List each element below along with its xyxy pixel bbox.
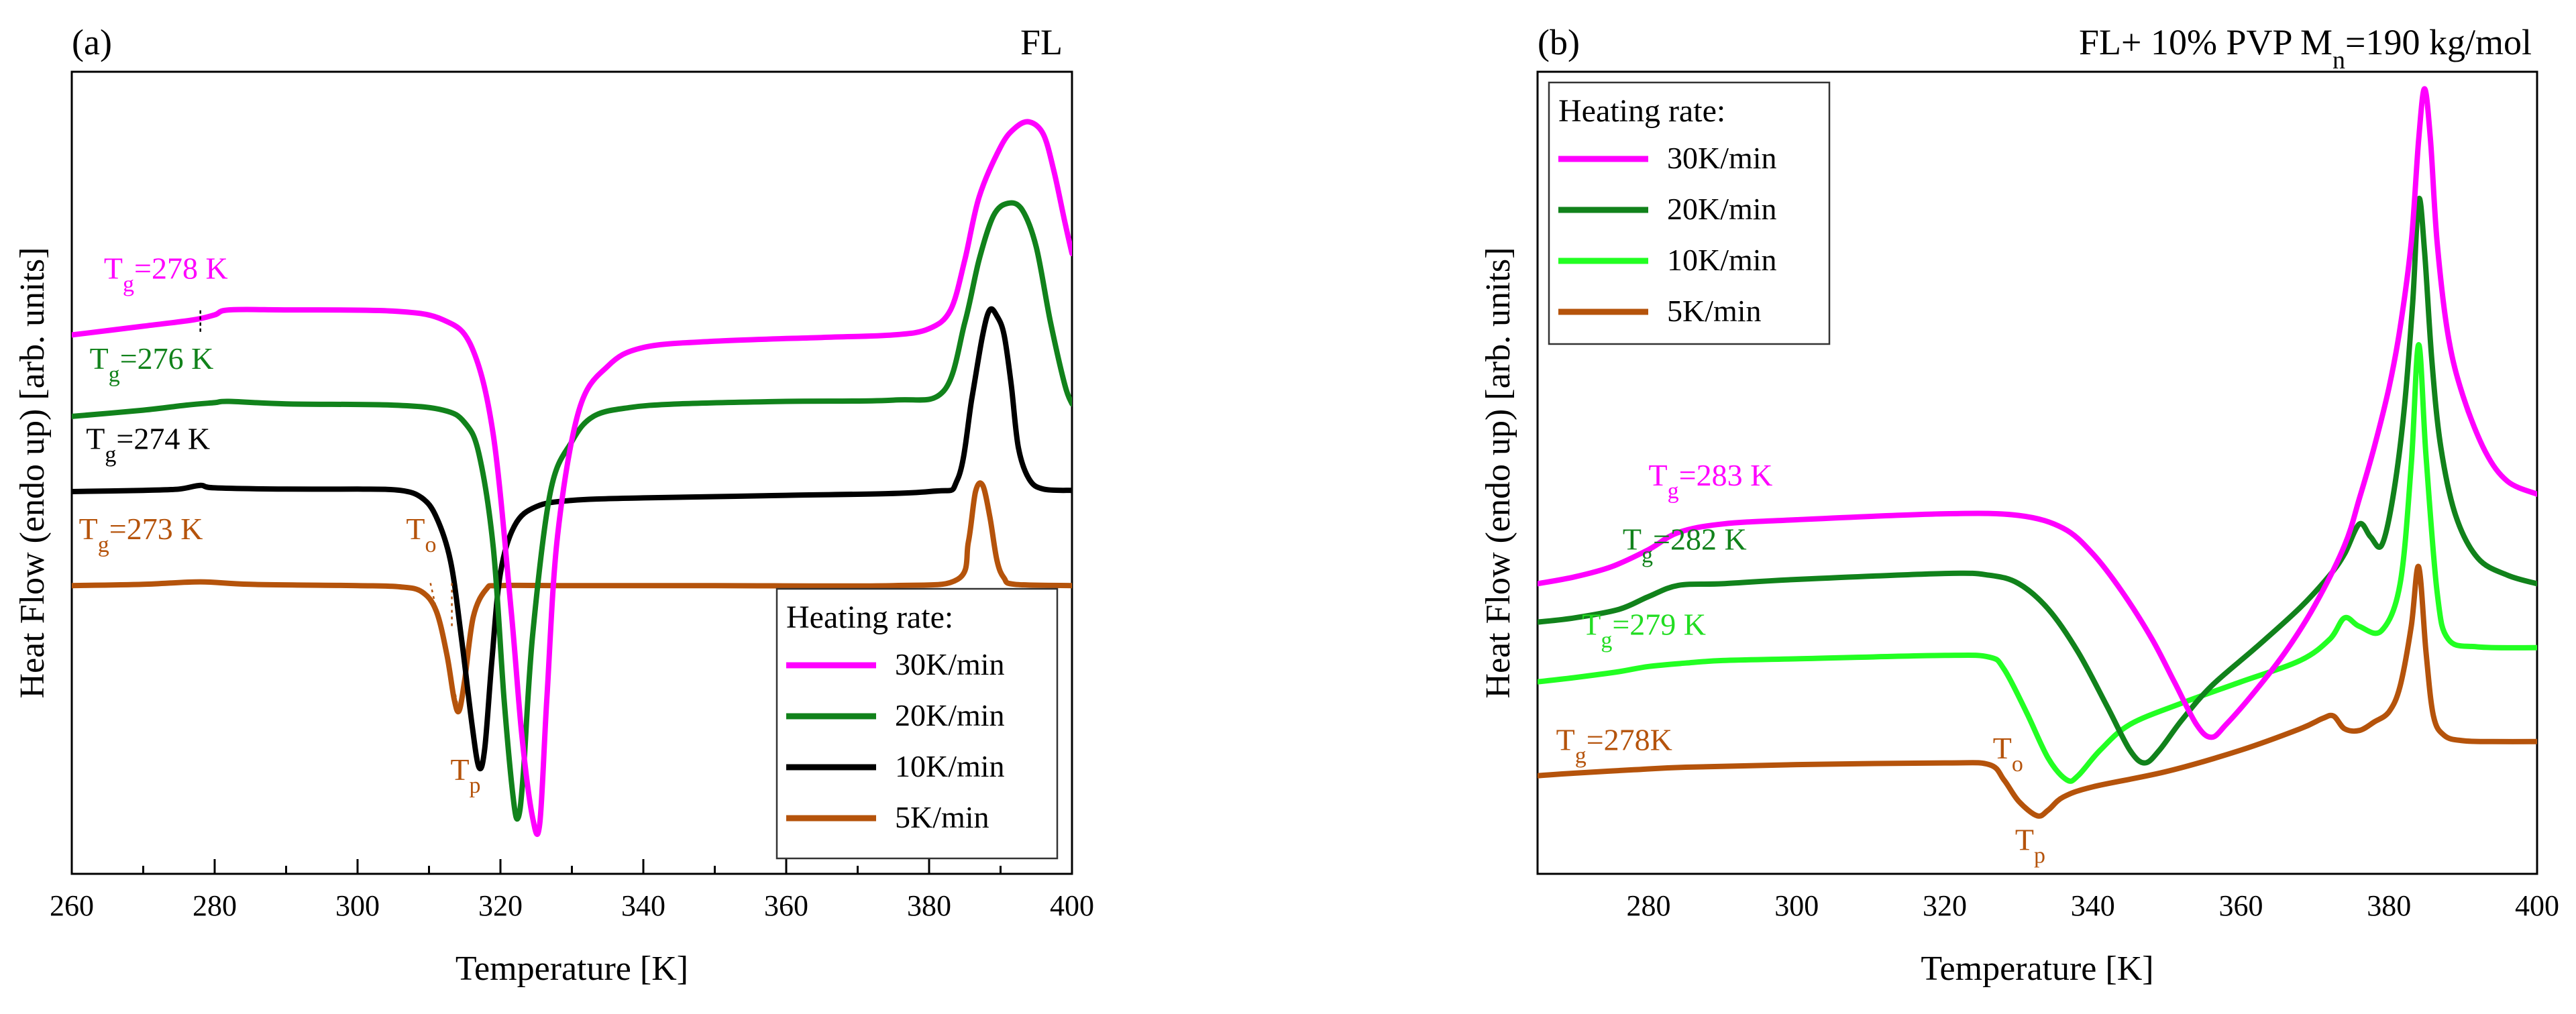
panel-label: (b) — [1538, 22, 1580, 62]
legend-entry: 30K/min — [895, 647, 1005, 681]
series-20k-min — [72, 200, 1072, 822]
legend: Heating rate: 30K/min 20K/min 10K/min 5K/min — [775, 587, 1059, 860]
legend-entry: 30K/min — [1667, 141, 1777, 175]
panel-label: (a) — [72, 22, 112, 62]
annotation-g: Tg=273 K — [79, 512, 203, 557]
annotation-o-marker: To — [406, 512, 436, 557]
series-group — [72, 119, 1072, 837]
series-10k-min — [1538, 342, 2537, 784]
panel-b: 280 300 320 340 360 380 400 Temperature [K] Heat… — [1479, 22, 2559, 988]
annotation-g: Tg=279 K — [1582, 608, 1706, 653]
panel-a: 260 280 300 320 340 360 380 400 Temperature [K] H… — [13, 22, 1094, 988]
series-20k-min — [1538, 195, 2537, 766]
legend-box — [1548, 81, 1831, 345]
series-30k-min — [1538, 86, 2537, 740]
annotation-g: Tg=283 K — [1649, 458, 1773, 504]
legend-box — [775, 587, 1059, 860]
x-tick-label: 340 — [2071, 889, 2115, 922]
x-tick-label: 300 — [335, 889, 380, 922]
x-axis-title: Temperature [K] — [455, 950, 688, 988]
legend-entry: 5K/min — [1667, 294, 1762, 328]
annotation-g: Tg=282 K — [1623, 522, 1747, 568]
x-tick-label: 280 — [1627, 889, 1671, 922]
annotation-g: Tg=278 K — [104, 251, 228, 296]
annotation-p-marker: Tp — [450, 752, 480, 798]
x-tick-label: 380 — [2367, 889, 2411, 922]
series-30k-min — [72, 119, 1072, 837]
onset-guide — [429, 583, 460, 712]
legend-title: Heating rate: — [1558, 93, 1725, 129]
x-tick-label: 400 — [2515, 889, 2559, 922]
annotation-g: Tg=276 K — [90, 341, 214, 387]
x-tick-label: 340 — [621, 889, 665, 922]
x-tick-label: 260 — [50, 889, 94, 922]
x-tick-label: 300 — [1774, 889, 1819, 922]
x-tick-label: 400 — [1050, 889, 1094, 922]
y-axis-title: Heat Flow (endo up) [arb. units] — [13, 247, 52, 699]
x-axis-title: Temperature [K] — [1921, 950, 2153, 988]
sample-label: FL+ 10% PVP Mn=190 kg/mol — [2079, 22, 2532, 74]
annotation-p-marker: Tp — [2015, 822, 2045, 868]
annotation-g: Tg=278K — [1556, 723, 1672, 769]
x-tick-label: 380 — [907, 889, 951, 922]
series-5k-min — [1538, 563, 2537, 819]
legend-entry: 10K/min — [1667, 243, 1777, 277]
x-tick-label: 280 — [193, 889, 237, 922]
annotation-o-marker: To — [1993, 731, 2023, 777]
plot-frame — [1536, 70, 2538, 875]
sample-label: FL — [1020, 22, 1063, 62]
legend-entry: 20K/min — [895, 698, 1005, 732]
y-axis-title: Heat Flow (endo up) [arb. units] — [1479, 247, 1517, 699]
legend-title: Heating rate: — [786, 600, 953, 635]
x-tick-label: 360 — [764, 889, 808, 922]
legend-entry: 5K/min — [895, 800, 989, 834]
series-group — [1538, 86, 2537, 819]
legend: Heating rate: 30K/min 20K/min 10K/min 5K/min — [1548, 81, 1831, 345]
legend-entry: 10K/min — [895, 749, 1005, 783]
annotation-g: Tg=274 K — [86, 421, 210, 467]
legend-entry: 20K/min — [1667, 192, 1777, 226]
x-tick-label: 320 — [478, 889, 523, 922]
x-tick-label: 320 — [1923, 889, 1967, 922]
series-5k-min — [72, 480, 1072, 715]
x-tick-label: 360 — [2219, 889, 2263, 922]
